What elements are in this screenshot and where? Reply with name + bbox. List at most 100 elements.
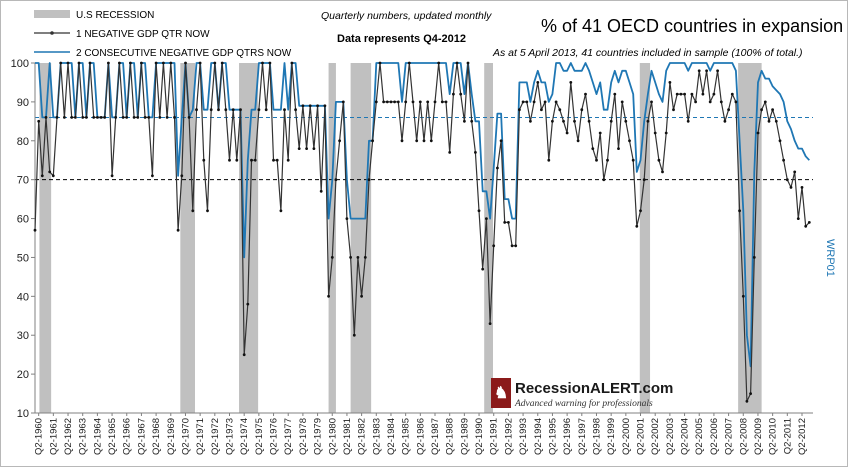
series-1-point — [543, 100, 547, 104]
series-1-point — [297, 147, 301, 151]
series-1-point — [264, 108, 268, 112]
series-1-point — [503, 221, 507, 224]
series-1-point — [253, 158, 257, 162]
series-1-point — [132, 116, 136, 119]
series-1-point — [374, 100, 378, 104]
series-1-point — [598, 131, 602, 135]
series-1-point — [77, 61, 81, 65]
x-tick-label: Q2-1992 — [503, 418, 514, 455]
series-1-point — [606, 158, 609, 162]
x-tick-label: Q2-1963 — [78, 418, 89, 455]
x-tick-label: Q2-1967 — [136, 418, 147, 455]
series-1-point — [646, 119, 650, 123]
x-tick-label: Q2-1972 — [210, 418, 221, 455]
x-tick-label: Q2-2003 — [665, 418, 676, 455]
series-1-point — [796, 217, 800, 221]
series-1-point — [173, 116, 176, 119]
series-1-point — [356, 256, 360, 259]
x-tick-label: Q2-2010 — [768, 418, 779, 455]
series-1-point — [580, 108, 584, 112]
series-1-point — [407, 61, 411, 65]
x-tick-label: Q2-1978 — [298, 418, 309, 455]
series-1-point — [536, 81, 540, 84]
series-1-point — [529, 119, 532, 123]
y-tick-label: 20 — [17, 369, 29, 381]
series-1-point — [378, 61, 382, 65]
axes: 10 20 30 40 50 60 70 80 90 100 Q2-1960 Q2-1961 Q2-19… — [11, 58, 813, 455]
series-1-point — [352, 333, 356, 337]
series-1-point — [415, 139, 419, 143]
series-1-point — [385, 100, 389, 104]
series-1-point — [44, 116, 48, 119]
series-1-point — [587, 119, 591, 123]
x-tick-label: Q2-1980 — [327, 418, 338, 455]
legend-swatch-recession — [34, 10, 70, 18]
series-1-point — [231, 108, 235, 112]
series-1-point — [426, 100, 430, 104]
series-1-point — [85, 116, 88, 119]
series-1-point — [664, 131, 668, 135]
series-1-point — [176, 228, 180, 232]
x-tick-label: Q2-1984 — [386, 418, 397, 455]
series-1-point — [239, 108, 242, 112]
x-tick-label: Q2-1970 — [180, 418, 191, 455]
x-tick-label: Q2-1996 — [562, 418, 573, 455]
series-1-point — [789, 186, 793, 189]
series-1-point — [345, 217, 349, 221]
series-1-point — [187, 116, 191, 119]
series-1-point — [55, 116, 59, 119]
series-1-point — [103, 116, 107, 119]
x-tick-label: Q2-1976 — [269, 418, 280, 455]
series-1-point — [760, 108, 763, 112]
series-1-point — [752, 256, 756, 259]
x-tick-label: Q2-1979 — [313, 418, 324, 455]
x-tick-label: Q2-1964 — [92, 418, 103, 455]
x-tick-label: Q2-1971 — [195, 418, 206, 455]
series-1-point — [341, 100, 345, 104]
series-1-point — [668, 81, 672, 84]
x-tick-label: Q2-1990 — [474, 418, 485, 455]
series-1-point — [268, 61, 272, 65]
series-1-point — [455, 61, 459, 65]
series-1-point — [741, 294, 745, 298]
x-tick-label: Q2-2011 — [782, 418, 793, 454]
series-1-point — [422, 139, 426, 143]
series-1-point — [657, 158, 661, 162]
x-tick-label: Q2-1986 — [415, 418, 426, 455]
series-1-point — [452, 92, 455, 96]
x-tick-label: Q2-2007 — [724, 418, 735, 455]
series-1-point — [107, 61, 110, 65]
series-1-point — [782, 158, 785, 162]
x-tick-label: Q2-1974 — [239, 418, 250, 455]
series-1-point — [440, 100, 444, 104]
series-1-point — [279, 209, 283, 213]
x-tick-label: Q2-2006 — [709, 418, 720, 455]
series-1-point — [92, 116, 96, 119]
legend-label-recession: U.S RECESSION — [76, 10, 154, 21]
series-1-point — [708, 100, 712, 104]
series-1-point — [437, 61, 441, 65]
x-tick-label: Q2-1981 — [342, 418, 353, 455]
series-1-point — [763, 100, 767, 104]
series-1-point — [477, 209, 481, 213]
series-1-point — [672, 108, 675, 112]
x-tick-label: Q2-1991 — [489, 418, 500, 455]
x-tick-label: Q2-1962 — [63, 418, 74, 455]
series-1-point — [727, 108, 730, 112]
series-1-point — [459, 92, 463, 96]
series-1-point — [595, 158, 598, 162]
x-tick-label: Q2-2001 — [636, 418, 647, 455]
x-tick-label: Q2-1994 — [533, 418, 544, 455]
series-1-point — [312, 147, 316, 151]
series-1-point — [275, 158, 279, 162]
series-1-point — [723, 119, 727, 123]
series-1-point — [547, 158, 551, 162]
series-1-point — [81, 116, 85, 119]
x-tick-label: Q2-1982 — [357, 418, 368, 455]
series-line-2-consecutive-negative — [35, 62, 810, 368]
series-1-point — [661, 170, 664, 174]
x-tick-label: Q2-2008 — [738, 418, 749, 455]
series-1-point — [209, 108, 213, 112]
series-1-point — [492, 244, 496, 248]
